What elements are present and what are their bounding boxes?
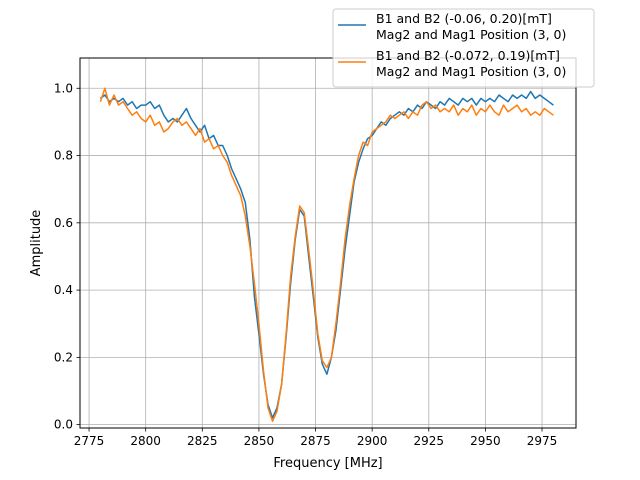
legend-label-2: Mag2 and Mag1 Position (3, 0) <box>376 64 566 79</box>
y-tick-label: 0.4 <box>54 283 73 297</box>
legend-box <box>332 8 595 88</box>
y-tick-label: 0.6 <box>54 216 73 230</box>
legend-label-2: B1 and B2 (-0.072, 0.19)[mT] <box>376 48 560 63</box>
x-tick-label: 2825 <box>187 434 218 448</box>
x-tick-label: 2900 <box>357 434 388 448</box>
series-layer <box>99 87 554 423</box>
legend-label-1: B1 and B2 (-0.06, 0.20)[mT] <box>376 11 552 26</box>
x-tick-label: 2875 <box>300 434 331 448</box>
y-axis-label: Amplitude <box>29 210 44 277</box>
y-tick-label: 1.0 <box>54 81 73 95</box>
x-tick-label: 2775 <box>74 434 105 448</box>
y-tick-label: 0.8 <box>54 149 73 163</box>
y-axis-ticks: 0.0 0.2 0.4 0.6 0.8 1.0 <box>54 81 80 432</box>
series-line-1 <box>99 90 554 419</box>
x-tick-label: 2800 <box>130 434 161 448</box>
y-tick-label: 0.0 <box>54 418 73 432</box>
x-axis-ticks: 2775 2800 2825 2850 2875 2900 2925 2950 2975 <box>74 428 558 448</box>
legend-label-1: Mag2 and Mag1 Position (3, 0) <box>376 27 566 42</box>
x-axis-label: Frequency [MHz] <box>273 456 382 471</box>
x-tick-label: 2950 <box>470 434 501 448</box>
x-tick-label: 2850 <box>244 434 275 448</box>
grid <box>80 58 576 428</box>
series-line-2 <box>99 87 554 423</box>
plot-frame <box>79 57 577 429</box>
x-tick-label: 2975 <box>527 434 558 448</box>
x-tick-label: 2925 <box>414 434 445 448</box>
y-tick-label: 0.2 <box>54 350 73 364</box>
legend: B1 and B2 (-0.06, 0.20)[mT]Mag2 and Mag1… <box>332 8 595 88</box>
